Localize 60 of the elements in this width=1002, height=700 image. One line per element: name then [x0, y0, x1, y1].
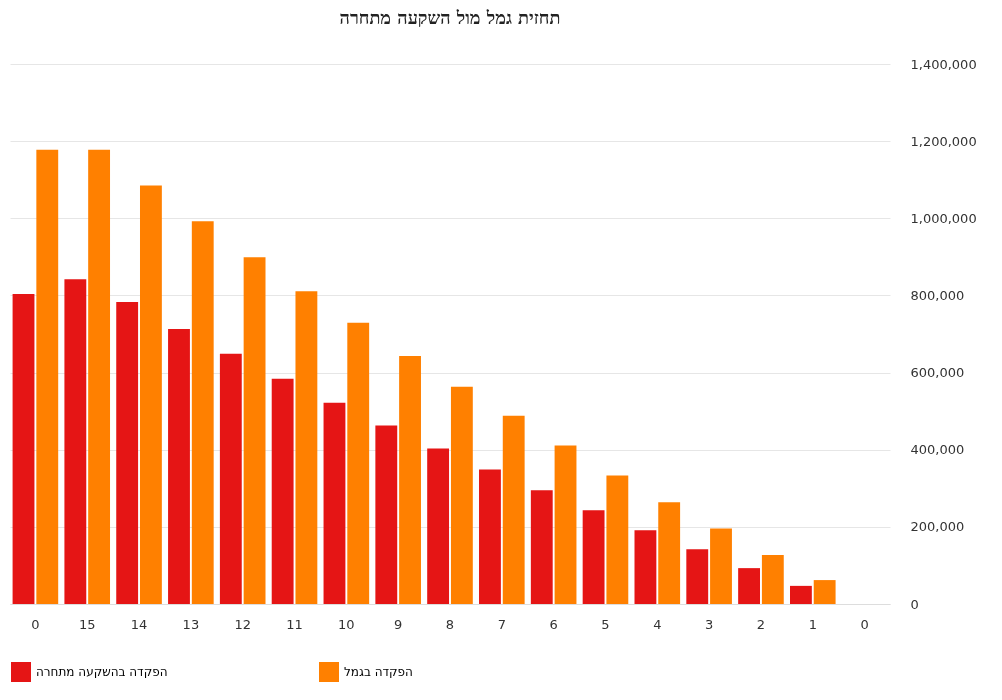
bar	[399, 355, 421, 604]
chart-title: תחזית גמל מול השקעה מתחרה	[339, 7, 561, 28]
x-tick-label: 15	[78, 616, 96, 632]
bar	[738, 568, 760, 604]
x-tick-label: 11	[286, 616, 303, 632]
x-tick-label: 0	[31, 616, 40, 632]
bar	[323, 402, 346, 604]
x-tick-label: 8	[445, 616, 455, 632]
y-tick-label: 800,000	[910, 287, 965, 303]
y-tick-label: 1,200,000	[910, 133, 977, 149]
bar	[634, 530, 657, 604]
bar	[375, 425, 398, 604]
bar	[502, 415, 525, 604]
bar	[710, 528, 732, 604]
bar	[450, 386, 473, 604]
x-tick-label: 12	[234, 616, 251, 632]
bar	[427, 448, 450, 604]
y-tick-label: 1,000,000	[910, 210, 977, 226]
bar	[582, 510, 605, 604]
bar	[36, 149, 59, 604]
bar	[530, 490, 553, 604]
legend-label: הפקדה בגמל	[344, 665, 413, 679]
x-tick-label: 10	[338, 616, 355, 632]
x-tick-label: 3	[704, 616, 714, 632]
x-tick-label: 6	[549, 616, 558, 632]
y-tick-label: 600,000	[910, 365, 965, 381]
bar	[789, 585, 812, 604]
y-tick-label: 0	[910, 596, 919, 612]
bar	[813, 580, 836, 604]
bar	[347, 322, 370, 604]
x-tick-label: 1	[808, 616, 817, 632]
y-tick-label: 200,000	[910, 519, 965, 535]
bar	[64, 279, 87, 604]
bar	[479, 469, 501, 604]
bar	[12, 293, 35, 604]
x-tick-label: 14	[130, 616, 148, 632]
x-tick-label: 7	[497, 616, 506, 632]
bar	[295, 291, 318, 604]
bar	[554, 445, 577, 604]
bar	[761, 555, 784, 604]
bar	[271, 378, 294, 604]
x-tick-label: 2	[756, 616, 766, 632]
legend-label: הפקדה בהשקעה מתחרה	[36, 665, 168, 679]
x-tick-label: 13	[182, 616, 200, 632]
bar	[243, 257, 266, 604]
bar	[168, 328, 190, 604]
x-tick-label: 9	[394, 616, 403, 632]
x-tick-label: 4	[653, 616, 662, 632]
bar	[116, 301, 139, 604]
bar	[658, 502, 681, 604]
x-tick-label: 5	[601, 616, 610, 632]
bar	[140, 185, 162, 604]
y-tick-label: 1,400,000	[910, 56, 977, 72]
x-tick-label: 0	[860, 616, 869, 632]
bar	[191, 221, 214, 604]
bar	[219, 353, 242, 604]
bar	[606, 475, 629, 604]
bar	[88, 149, 111, 604]
bar	[686, 549, 709, 604]
y-tick-label: 400,000	[910, 442, 965, 458]
